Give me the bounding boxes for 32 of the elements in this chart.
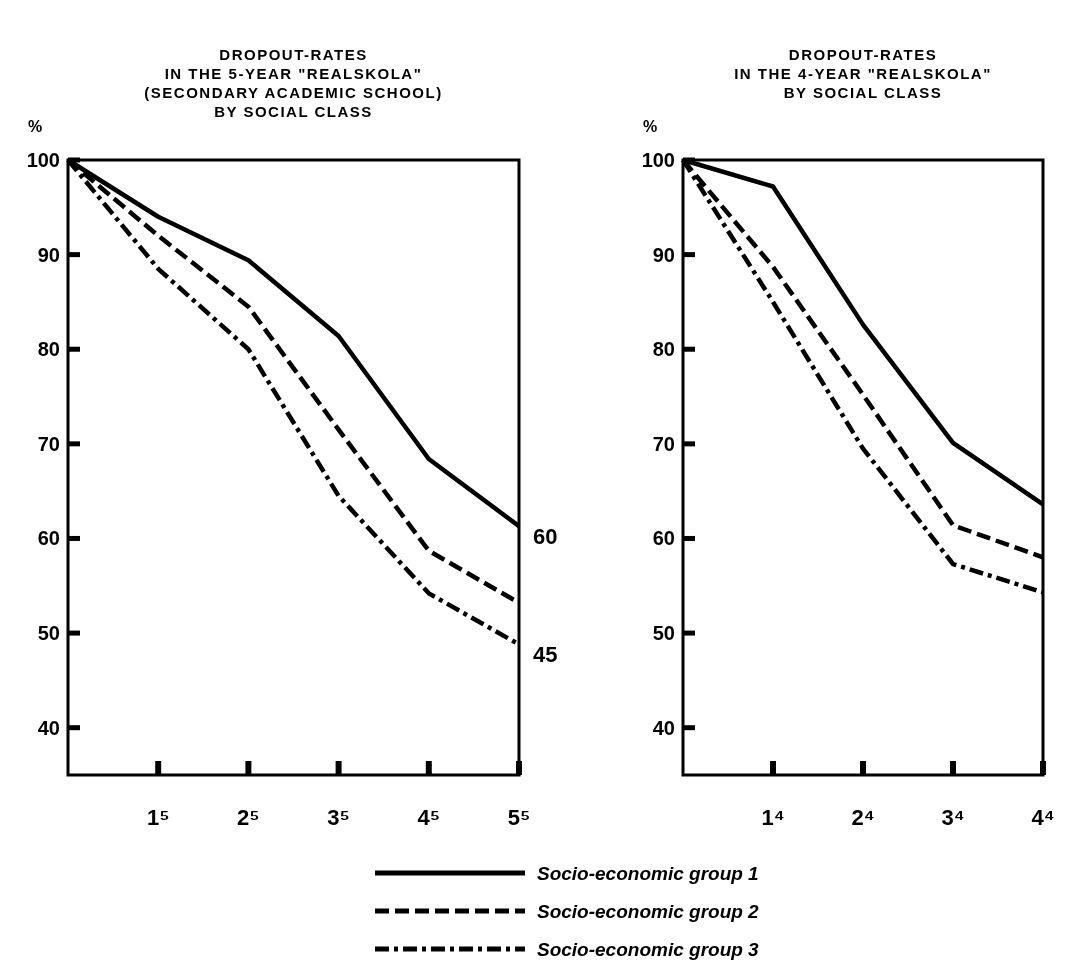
y-tick-label: 60 [37, 527, 60, 550]
y-tick-label: 50 [652, 622, 675, 645]
text: Socio-economic group 1 [537, 862, 759, 884]
y-tick-label: 40 [652, 716, 675, 739]
y-tick-label: 50 [37, 622, 60, 645]
x-tick-label: 3⁴ [941, 805, 965, 830]
y-axis-title: % [28, 118, 43, 135]
y-tick-label: 80 [37, 338, 60, 361]
text: 60 [533, 523, 558, 549]
y-tick-label: 70 [652, 432, 675, 455]
y-tick-label: 90 [37, 243, 60, 266]
x-tick-label: 5⁵ [507, 805, 531, 830]
y-tick-label: 70 [37, 432, 60, 455]
x-tick-label: 3⁵ [327, 805, 350, 830]
y-axis-title: % [643, 118, 658, 135]
text: 45 [533, 642, 558, 668]
chart-title: DROPOUT-RATES IN THE 5-YEAR "REALSKOLA" (SECONDARY ACADEMIC SCHOOL) BY SOCIAL CLASS [144, 46, 443, 120]
x-tick-label: 2⁵ [237, 805, 260, 830]
y-tick-label: 100 [641, 149, 675, 171]
y-tick-label: 60 [652, 527, 675, 550]
text: Socio-economic group 2 [537, 900, 760, 922]
x-tick-label: 4⁴ [1031, 805, 1055, 830]
y-tick-label: 40 [37, 716, 60, 739]
y-tick-label: 80 [652, 338, 675, 361]
y-tick-label: 100 [26, 149, 60, 171]
x-tick-label: 4⁵ [417, 805, 441, 830]
x-tick-label: 1⁵ [146, 805, 170, 830]
chart-title: DROPOUT-RATES IN THE 4-YEAR "REALSKOLA" BY SOCIAL CLASS [734, 46, 992, 101]
text: Socio-economic group 3 [537, 938, 760, 960]
y-tick-label: 90 [652, 243, 675, 266]
x-tick-label: 1⁴ [761, 805, 785, 830]
x-tick-label: 2⁴ [851, 805, 875, 830]
